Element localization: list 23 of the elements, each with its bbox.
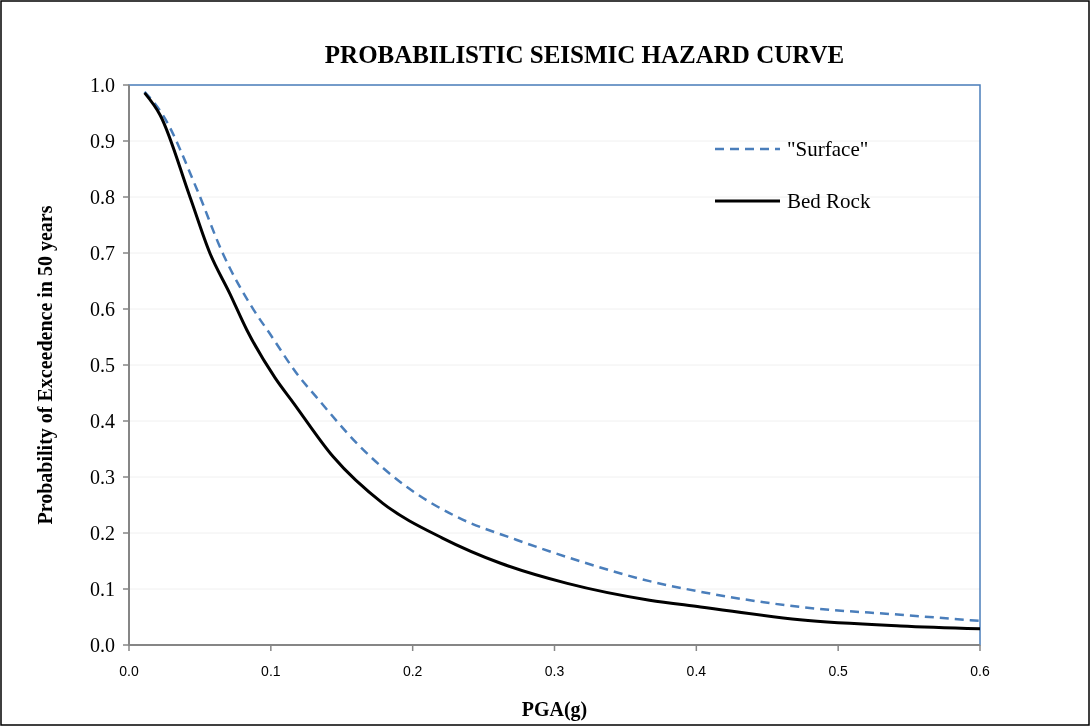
legend-label: "Surface" (787, 137, 869, 162)
x-tick-label: 0.5 (828, 663, 849, 679)
y-tick-label: 0.9 (90, 130, 115, 152)
legend-label: Bed Rock (787, 189, 871, 214)
y-tick-label: 0.5 (90, 354, 115, 376)
y-tick-label: 0.7 (90, 242, 115, 264)
x-tick-label: 0.2 (402, 663, 423, 679)
x-tick-label: 0.3 (544, 663, 565, 679)
x-axis-title: PGA(g) (521, 698, 588, 721)
y-tick-label: 0.0 (90, 634, 115, 656)
x-tick-label: 0.6 (970, 663, 990, 679)
x-tick-label: 0.1 (261, 663, 281, 679)
y-tick-label: 0.4 (90, 410, 115, 432)
y-tick-label: 0.1 (90, 578, 115, 600)
y-tick-label: 0.2 (90, 522, 115, 544)
x-tick-label: 0.0 (119, 663, 139, 679)
y-tick-label: 0.6 (90, 298, 115, 320)
y-tick-label: 0.8 (90, 186, 115, 208)
y-tick-label: 1.0 (90, 74, 115, 96)
chart-title: PROBABILISTIC SEISMIC HAZARD CURVE (324, 41, 845, 68)
y-axis-title: Probability of Exceedence in 50 years (34, 205, 57, 525)
y-tick-label: 0.3 (90, 466, 115, 488)
x-tick-label: 0.4 (686, 663, 707, 679)
